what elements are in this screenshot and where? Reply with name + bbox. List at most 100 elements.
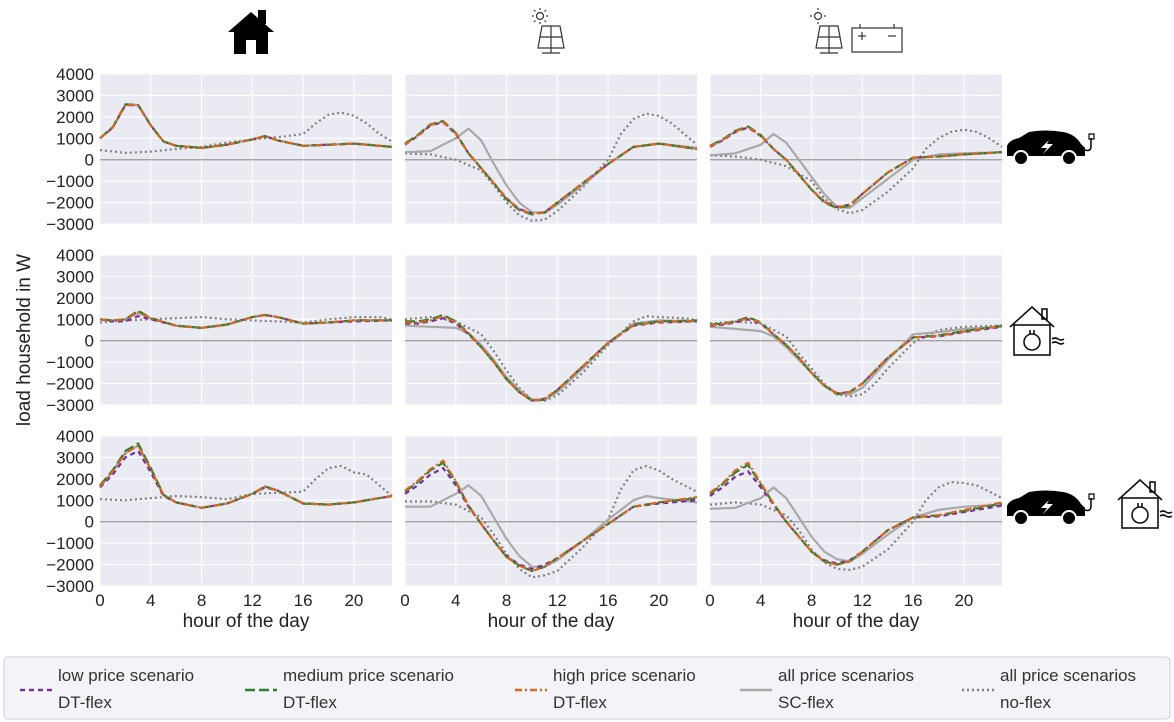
y-tick-label: −3000	[46, 577, 94, 596]
y-axis-label: load household in W	[14, 254, 35, 426]
panel-r2-c1: 0 4 8 12 16 20 hour of the day	[400, 435, 698, 632]
legend-item-high: high price scenario DT-flex	[515, 666, 696, 712]
plot-area	[710, 436, 1002, 586]
y-tick-label: 0	[85, 332, 94, 351]
series-line-sc	[405, 484, 698, 568]
x-axis-label: hour of the day	[183, 611, 310, 632]
x-tick-label: 20	[954, 591, 973, 610]
y-tick-label: 1000	[56, 129, 94, 148]
legend-box	[3, 656, 1171, 720]
electric-car-icon	[1007, 130, 1095, 166]
x-axis-label: hour of the day	[793, 611, 920, 632]
panel-r1-c1	[404, 254, 698, 406]
x-tick-label: 16	[294, 591, 313, 610]
y-tick-label: −2000	[46, 194, 94, 213]
x-tick-label: 0	[705, 591, 714, 610]
legend-label-line2: SC-flex	[778, 693, 834, 712]
legend-item-sc: all price scenarios SC-flex	[740, 666, 914, 712]
series-line-high	[99, 310, 392, 329]
panel-r0-c1	[404, 73, 698, 225]
house-icon	[228, 10, 274, 54]
series-line-high	[709, 317, 1003, 395]
legend-label-line2: DT-flex	[58, 693, 112, 712]
panel-r0-c0: 4000 3000 2000 1000 0 −1000 −2000 −3000	[46, 65, 393, 234]
legend-label-line2: no-flex	[1000, 693, 1052, 712]
y-tick-label: −1000	[46, 353, 94, 372]
x-tick-label: 0	[95, 591, 104, 610]
y-tick-label: 2000	[56, 470, 94, 489]
x-tick-label: 8	[197, 591, 206, 610]
y-tick-label: 4000	[56, 65, 94, 84]
legend-label-line1: medium price scenario	[283, 666, 454, 685]
x-tick-label: 4	[756, 591, 765, 610]
pv-panel-icon	[532, 8, 565, 54]
legend-label-line1: high price scenario	[553, 666, 696, 685]
y-tick-label: 3000	[56, 267, 94, 286]
series-line-high	[709, 461, 1003, 566]
y-tick-label: −1000	[46, 172, 94, 191]
legend-label-line2: DT-flex	[553, 693, 607, 712]
panel-r1-c0: 4000 3000 2000 1000 0 −1000 −2000 −3000	[46, 246, 393, 415]
y-tick-label: −3000	[46, 215, 94, 234]
x-tick-label: 8	[502, 591, 511, 610]
y-tick-label: 2000	[56, 108, 94, 127]
pv-panel-battery-icon	[810, 8, 903, 54]
series-line-sc	[709, 486, 1003, 563]
series-line-high	[99, 103, 393, 149]
y-tick-label: 1000	[56, 310, 94, 329]
legend-item-no: all price scenarios no-flex	[962, 666, 1136, 712]
legend-item-medium: medium price scenario DT-flex	[245, 666, 454, 712]
plot-area	[100, 255, 392, 405]
x-tick-label: 16	[904, 591, 923, 610]
x-tick-label: 20	[344, 591, 363, 610]
plot-area	[405, 436, 697, 586]
panel-r0-c2	[709, 73, 1003, 225]
y-tick-label: 0	[85, 513, 94, 532]
y-tick-label: −2000	[46, 556, 94, 575]
y-tick-label: −2000	[46, 375, 94, 394]
series-line-high	[405, 315, 698, 402]
y-tick-label: 3000	[56, 86, 94, 105]
heat-pump-house-icon	[1117, 478, 1173, 529]
x-tick-label: 12	[853, 591, 872, 610]
y-tick-label: 4000	[56, 427, 94, 446]
series-line-high	[404, 120, 698, 215]
x-tick-label: 0	[400, 591, 409, 610]
y-tick-label: 3000	[56, 448, 94, 467]
series-line-no	[709, 128, 1003, 215]
series-line-low	[99, 449, 393, 509]
panels-layer: 40003000200010000−1000−2000−300040003000…	[46, 65, 1003, 632]
x-tick-label: 4	[451, 591, 460, 610]
x-tick-label: 16	[599, 591, 618, 610]
x-tick-label: 4	[146, 591, 155, 610]
plot-area	[100, 74, 392, 224]
series-line-high	[99, 444, 393, 509]
y-tick-label: 2000	[56, 289, 94, 308]
x-tick-label: 20	[649, 591, 668, 610]
legend-item-low: low price scenario DT-flex	[20, 666, 194, 712]
x-tick-label: 12	[548, 591, 567, 610]
x-axis-label: hour of the day	[488, 611, 615, 632]
series-line-high	[404, 459, 698, 573]
plot-area	[405, 74, 697, 224]
legend-label-line1: all price scenarios	[1000, 666, 1136, 685]
plot-area	[405, 255, 697, 405]
legend-label-line1: all price scenarios	[778, 666, 914, 685]
series-line-high	[709, 126, 1003, 209]
panel-r2-c2: 0 4 8 12 16 20 hour of the day	[705, 435, 1003, 632]
x-tick-label: 8	[807, 591, 816, 610]
legend-label-line1: low price scenario	[58, 666, 194, 685]
y-tick-label: 0	[85, 151, 94, 170]
plot-area	[710, 74, 1002, 224]
legend-label-line2: DT-flex	[283, 693, 337, 712]
y-tick-label: −1000	[46, 534, 94, 553]
plot-area	[100, 436, 392, 586]
y-tick-label: 4000	[56, 246, 94, 265]
y-tick-label: −3000	[46, 396, 94, 415]
x-tick-label: 12	[243, 591, 262, 610]
series-line-no	[405, 464, 698, 579]
electric-car-icon	[1007, 490, 1095, 526]
